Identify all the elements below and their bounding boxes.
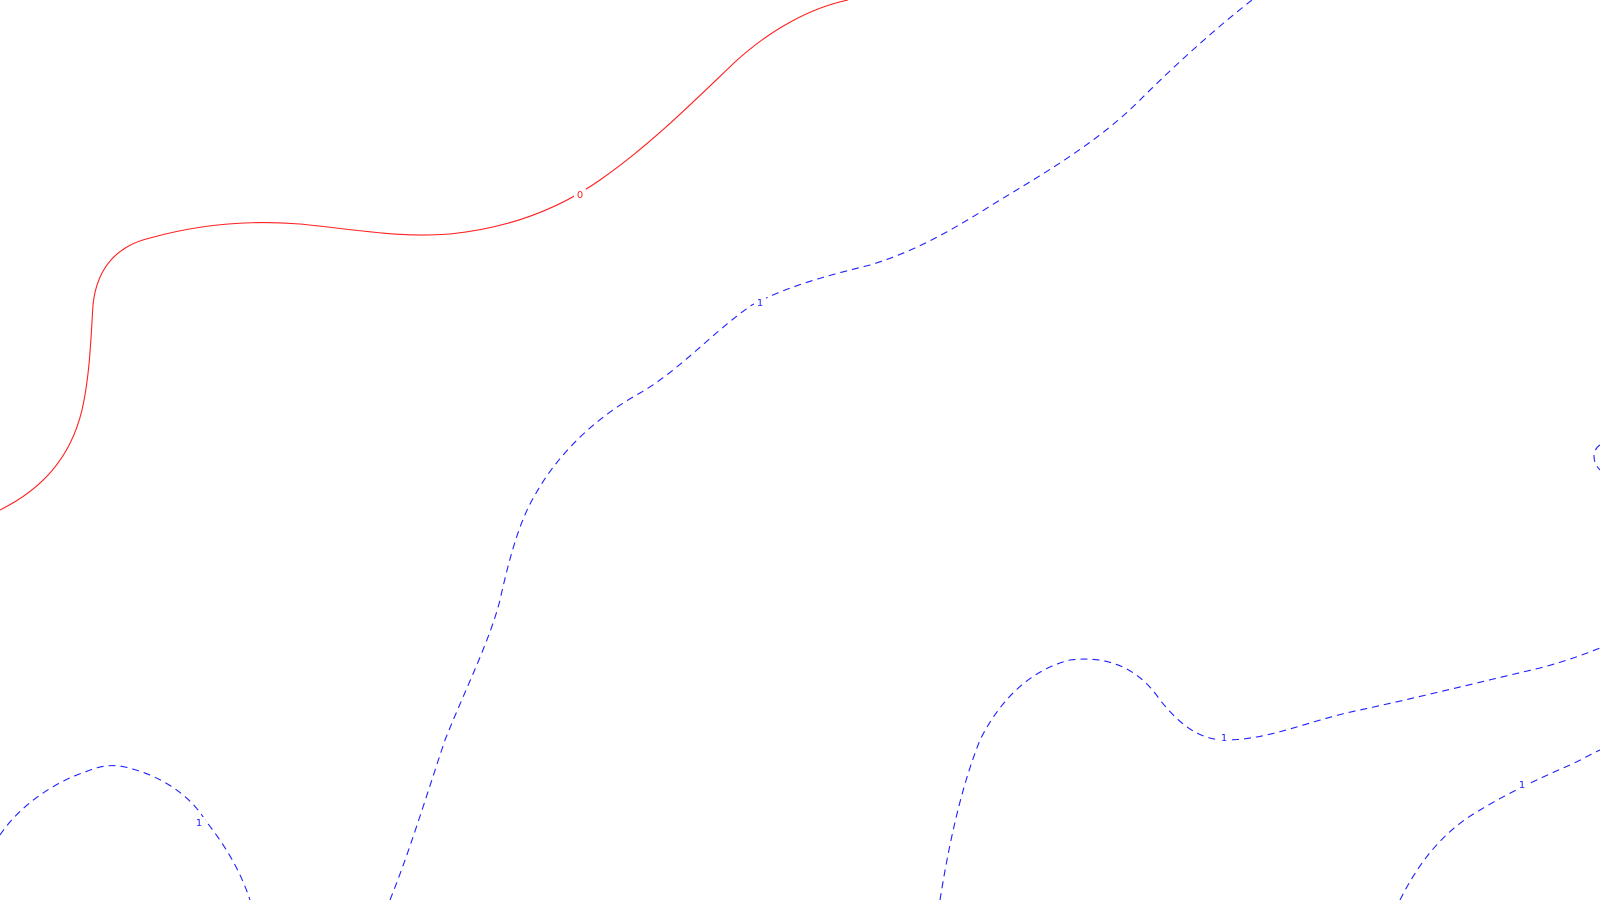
contour-line-1b bbox=[0, 765, 251, 900]
contour-line-1e bbox=[1593, 444, 1600, 471]
contour-label-1: 1 bbox=[1519, 780, 1525, 791]
contour-label-1: 1 bbox=[1221, 733, 1227, 744]
contour-line-0 bbox=[0, 0, 849, 511]
contour-label-1: 1 bbox=[757, 298, 763, 309]
contour-line-1a bbox=[389, 0, 1253, 900]
contour-label-bg bbox=[1516, 779, 1528, 791]
contour-label-bg bbox=[754, 297, 766, 309]
contour-label-1: 1 bbox=[196, 818, 202, 829]
contour-label-bg bbox=[574, 189, 586, 201]
contour-label-bg bbox=[1218, 732, 1230, 744]
contour-label-bg bbox=[193, 817, 205, 829]
contour-label-0: 0 bbox=[577, 190, 583, 201]
contour-line-1c bbox=[939, 647, 1600, 900]
contour-line-1d bbox=[1399, 749, 1600, 900]
